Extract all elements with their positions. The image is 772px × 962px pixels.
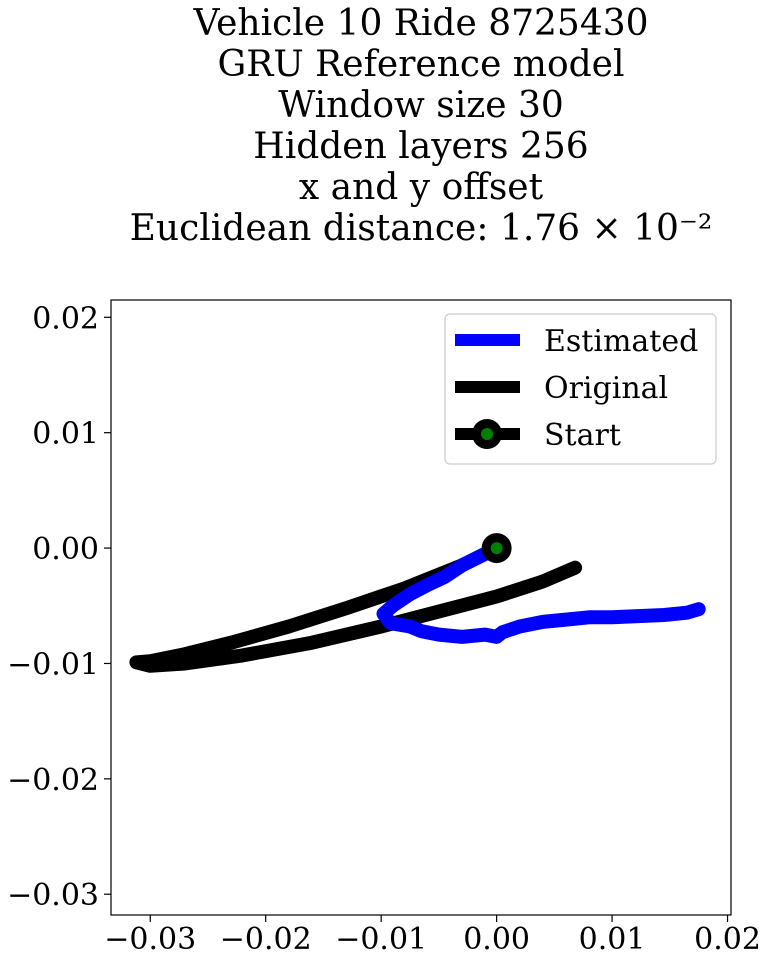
y-tick-label: 0.02: [32, 301, 99, 336]
x-tick-label: 0.00: [463, 922, 530, 957]
legend-label-estimated: Estimated: [544, 324, 698, 359]
series-line-original: [129, 541, 583, 673]
start-marker-inner: [490, 542, 503, 555]
x-tick-label: 0.02: [694, 922, 761, 957]
title-line: Window size 30: [278, 85, 564, 126]
x-tick-label: −0.02: [220, 922, 312, 957]
title-line: Hidden layers 256: [253, 126, 588, 167]
legend-swatch-start-inner: [481, 428, 493, 440]
x-axis-ticks: −0.03 −0.02 −0.01 0.00 0.01 0.02: [104, 915, 761, 957]
y-tick-label: −0.02: [7, 763, 99, 798]
y-tick-label: −0.01: [7, 647, 99, 682]
start-layer: [481, 533, 512, 564]
plot-area: [110, 299, 732, 916]
y-axis-ticks: 0.02 0.01 0.00 −0.01 −0.02 −0.03: [7, 301, 111, 913]
legend-label-original: Original: [544, 371, 668, 406]
y-tick-label: 0.01: [32, 417, 99, 452]
x-tick-label: −0.01: [335, 922, 427, 957]
x-tick-label: −0.03: [104, 922, 196, 957]
title-line: x and y offset: [299, 167, 544, 208]
legend-label-start: Start: [544, 418, 621, 453]
y-tick-label: −0.03: [7, 878, 99, 913]
y-tick-label: 0.00: [32, 532, 99, 567]
series-line-estimated: [376, 541, 706, 644]
title-line: GRU Reference model: [218, 44, 625, 85]
x-tick-label: 0.01: [579, 922, 646, 957]
title-line: Vehicle 10 Ride 8725430: [192, 3, 648, 44]
title-line: Euclidean distance: 1.76 × 10⁻²: [130, 208, 713, 249]
legend-box: [444, 313, 717, 465]
series-layer: [129, 541, 706, 673]
plot-frame: [110, 299, 732, 916]
legend: Estimated Original Start: [444, 313, 717, 465]
